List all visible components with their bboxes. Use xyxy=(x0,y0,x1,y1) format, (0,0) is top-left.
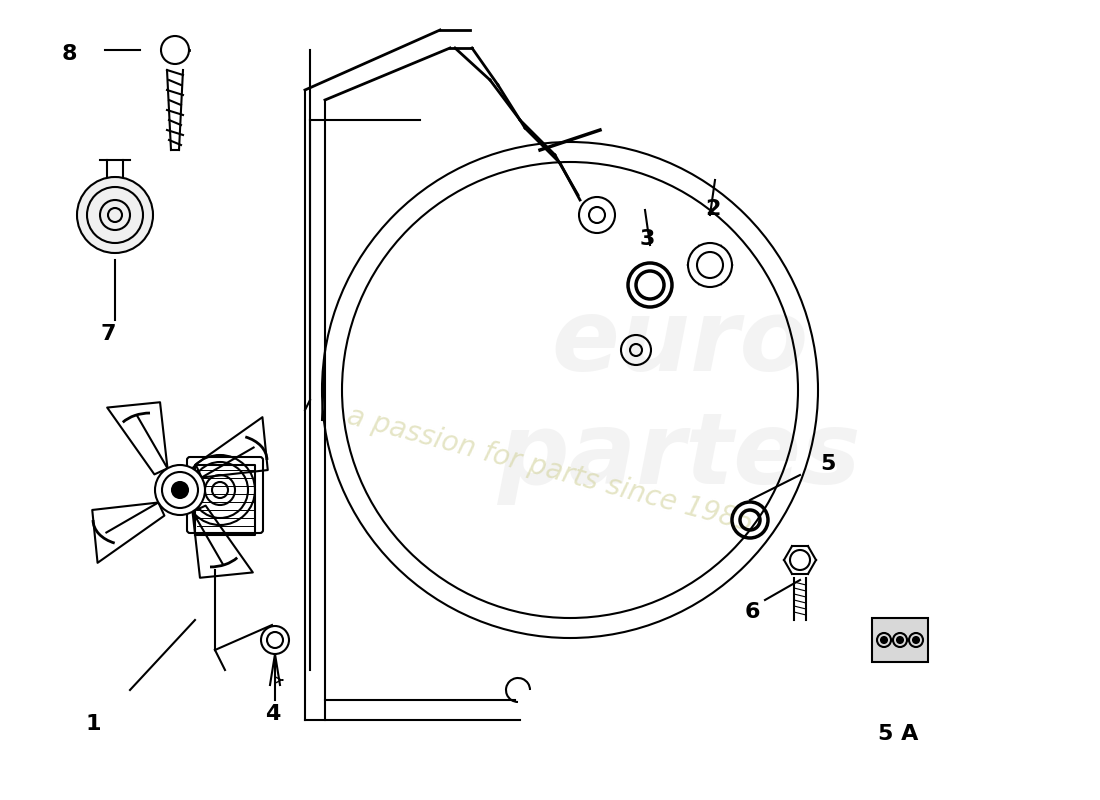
Circle shape xyxy=(161,36,189,64)
Text: 8: 8 xyxy=(62,44,77,64)
Text: 5: 5 xyxy=(820,454,835,474)
Text: 5 A: 5 A xyxy=(878,724,918,744)
Circle shape xyxy=(261,626,289,654)
Text: euro
partes: euro partes xyxy=(498,295,861,505)
Circle shape xyxy=(896,637,903,643)
Bar xyxy=(872,618,928,662)
Circle shape xyxy=(77,177,153,253)
Text: 1: 1 xyxy=(85,714,100,734)
Text: 3: 3 xyxy=(640,229,656,249)
Text: a passion for parts since 1985: a passion for parts since 1985 xyxy=(343,402,757,538)
Text: 2: 2 xyxy=(705,199,720,219)
Text: 7: 7 xyxy=(100,324,116,344)
Text: 6: 6 xyxy=(745,602,760,622)
Circle shape xyxy=(881,637,887,643)
Circle shape xyxy=(155,465,205,515)
Circle shape xyxy=(688,243,732,287)
Text: 4: 4 xyxy=(265,704,280,724)
Circle shape xyxy=(172,482,188,498)
Circle shape xyxy=(913,637,918,643)
